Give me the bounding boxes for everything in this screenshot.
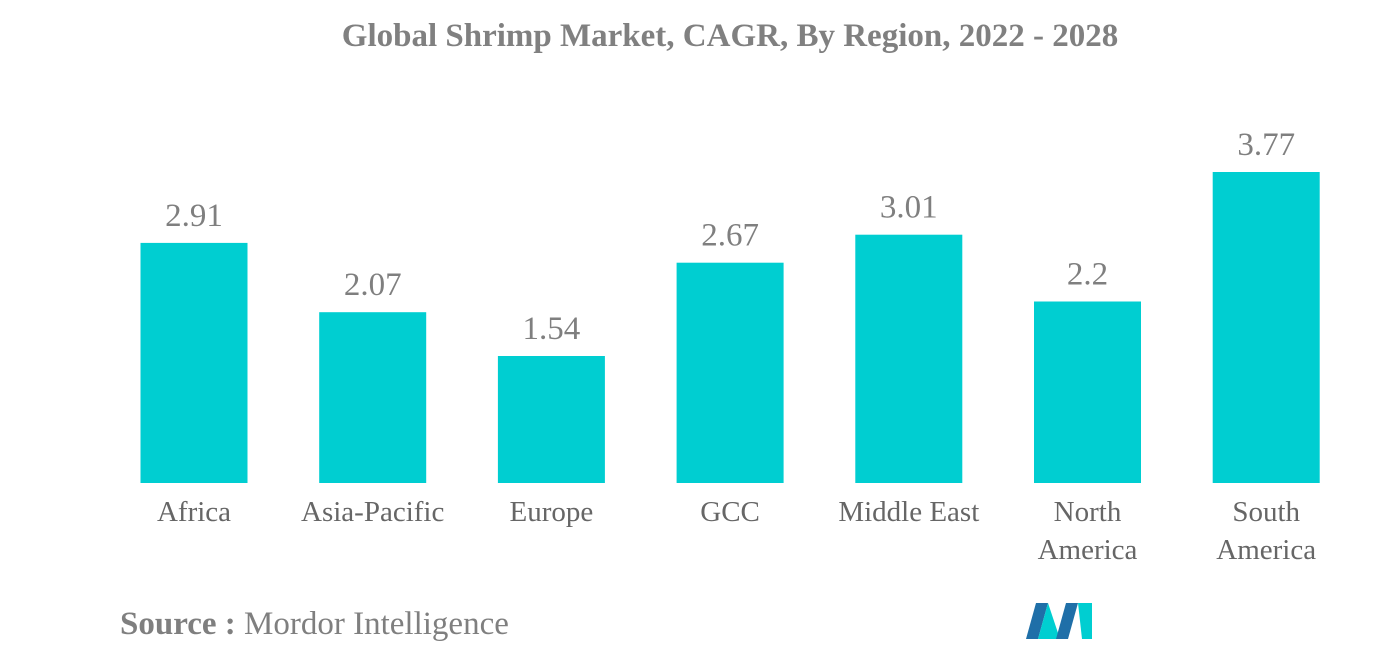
- bar-south-america: [1212, 172, 1320, 483]
- value-label: 2.67: [701, 218, 759, 254]
- bar-africa: [140, 242, 248, 483]
- value-label: 3.77: [1237, 127, 1295, 163]
- category-label: Europe: [510, 496, 594, 528]
- logo-stroke-4: [1078, 603, 1092, 639]
- value-label: 2.91: [165, 198, 223, 234]
- bar-asia-pacific: [319, 312, 427, 483]
- logo-stroke-3: [1056, 603, 1078, 639]
- category-label: America: [1038, 534, 1138, 566]
- logo-stroke-1: [1026, 603, 1048, 639]
- category-label: Middle East: [838, 496, 979, 528]
- bar-north-america: [1034, 301, 1141, 483]
- category-label: Asia-Pacific: [301, 496, 444, 528]
- value-label: 3.01: [880, 190, 938, 226]
- logo-stroke-2: [1038, 603, 1060, 639]
- category-label: GCC: [700, 496, 760, 528]
- category-label: South: [1232, 496, 1300, 528]
- source-value: Mordor Intelligence: [244, 606, 509, 642]
- value-label: 2.07: [344, 267, 402, 303]
- chart-title: Global Shrimp Market, CAGR, By Region, 2…: [341, 18, 1119, 54]
- bar-gcc: [676, 262, 784, 483]
- bar-europe: [497, 356, 605, 483]
- category-label: North: [1054, 496, 1122, 528]
- source-label: Source :: [120, 606, 236, 642]
- mordor-intelligence-logo-icon: [1026, 603, 1092, 639]
- value-label: 2.2: [1067, 257, 1108, 293]
- value-label: 1.54: [523, 311, 581, 347]
- bar-middle-east: [855, 234, 963, 483]
- category-label: America: [1216, 534, 1316, 566]
- category-label: Africa: [157, 496, 231, 528]
- source-line: Source : Mordor Intelligence: [120, 606, 509, 643]
